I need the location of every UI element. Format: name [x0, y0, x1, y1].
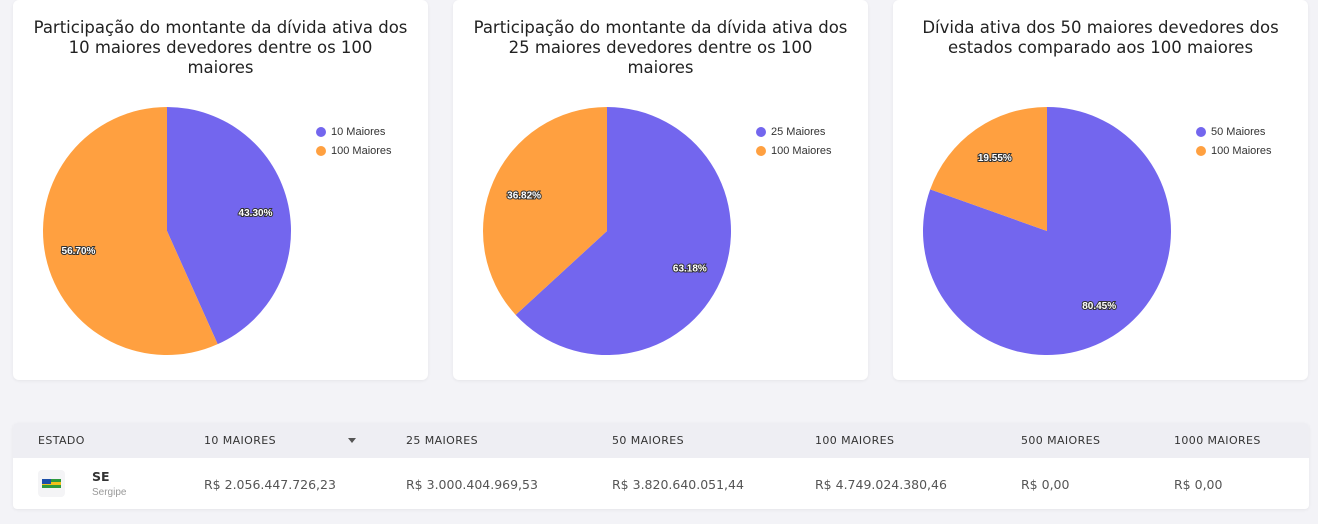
cell-25-maiores: R$ 3.000.404.969,53 [406, 477, 538, 492]
pie-slice[interactable] [167, 107, 291, 345]
legend-dot-icon [1196, 145, 1206, 156]
column-header-100-maiores[interactable]: 100 MAIORES [815, 434, 895, 447]
chart-title: Dívida ativa dos 50 maiores devedores do… [922, 18, 1279, 57]
column-header-50-maiores[interactable]: 50 MAIORES [612, 434, 684, 447]
debt-table: ESTADO 10 MAIORES 25 MAIORES 50 MAIORES … [13, 423, 1309, 509]
slice-percent-label: 36.82% [507, 191, 541, 202]
column-header-estado[interactable]: ESTADO [38, 434, 85, 447]
pie-slice[interactable] [515, 107, 731, 355]
slice-percent-label: 80.45% [1082, 301, 1116, 312]
chart-title: Participação do montante da dívida ativa… [473, 18, 848, 77]
legend-item[interactable]: 100 Maiores [1196, 141, 1272, 160]
chart-card-3: Dívida ativa dos 50 maiores devedores do… [893, 0, 1308, 380]
slice-percent-label: 56.70% [62, 246, 96, 257]
chart-card-2: Participação do montante da dívida ativa… [453, 0, 868, 380]
sergipe-flag-icon [38, 470, 65, 497]
legend-dot-icon [756, 126, 766, 137]
cell-500-maiores: R$ 0,00 [1021, 477, 1070, 492]
pie-slice[interactable] [483, 107, 607, 315]
pie-chart: 63.18% 36.82% [483, 107, 731, 355]
slice-percent-label: 43.30% [239, 208, 273, 219]
column-header-10-maiores[interactable]: 10 MAIORES [204, 434, 276, 447]
legend-dot-icon [1196, 126, 1206, 137]
chart-legend: 25 Maiores 100 Maiores [756, 122, 832, 160]
pie-slice[interactable] [42, 107, 218, 355]
legend-item[interactable]: 50 Maiores [1196, 122, 1272, 141]
legend-item[interactable]: 25 Maiores [756, 122, 832, 141]
state-name: Sergipe [92, 487, 127, 498]
chart-card-1: Participação do montante da dívida ativa… [13, 0, 428, 380]
column-header-1000-maiores[interactable]: 1000 MAIORES [1174, 434, 1261, 447]
chart-legend: 10 Maiores 100 Maiores [316, 122, 392, 160]
legend-dot-icon [316, 126, 326, 137]
pie-slice[interactable] [930, 107, 1047, 231]
legend-label: 100 Maiores [1211, 144, 1272, 157]
cell-1000-maiores: R$ 0,00 [1174, 477, 1223, 492]
legend-dot-icon [316, 145, 326, 156]
legend-item[interactable]: 100 Maiores [316, 141, 392, 160]
chart-title: Participação do montante da dívida ativa… [33, 18, 408, 77]
cell-50-maiores: R$ 3.820.640.051,44 [612, 477, 744, 492]
table-header: ESTADO 10 MAIORES 25 MAIORES 50 MAIORES … [13, 423, 1309, 458]
cell-10-maiores: R$ 2.056.447.726,23 [204, 477, 336, 492]
legend-item[interactable]: 100 Maiores [756, 141, 832, 160]
slice-percent-label: 19.55% [978, 153, 1012, 164]
legend-label: 10 Maiores [331, 125, 386, 138]
pie-chart: 43.30% 56.70% [42, 107, 291, 355]
pie-chart: 80.45% 19.55% [923, 107, 1171, 355]
chart-legend: 50 Maiores 100 Maiores [1196, 122, 1272, 160]
legend-label: 100 Maiores [331, 144, 392, 157]
slice-percent-label: 63.18% [673, 263, 707, 274]
legend-label: 50 Maiores [1211, 125, 1266, 138]
column-header-25-maiores[interactable]: 25 MAIORES [406, 434, 478, 447]
state-code: SE [92, 469, 110, 484]
legend-label: 25 Maiores [771, 125, 826, 138]
legend-label: 100 Maiores [771, 144, 832, 157]
legend-dot-icon [756, 145, 766, 156]
sort-descending-icon[interactable] [348, 438, 356, 443]
legend-item[interactable]: 10 Maiores [316, 122, 392, 141]
column-header-500-maiores[interactable]: 500 MAIORES [1021, 434, 1101, 447]
cell-100-maiores: R$ 4.749.024.380,46 [815, 477, 947, 492]
